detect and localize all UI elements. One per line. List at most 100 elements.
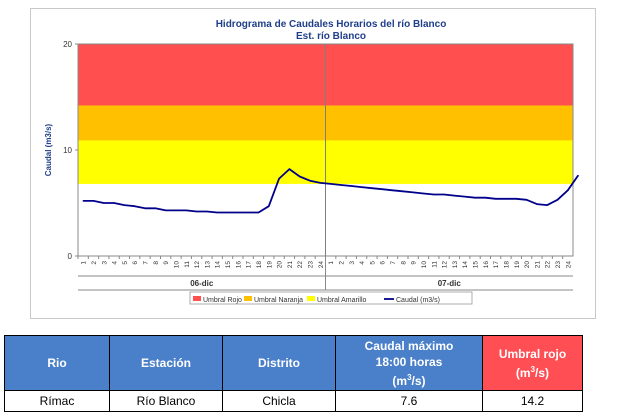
series-point [536,203,538,205]
series-point [288,168,291,170]
series-point [278,178,280,180]
legend-swatch [193,296,201,301]
legend-swatch [244,296,252,301]
x-tick-label: 8 [400,261,407,265]
cell-rio: Rímac [4,390,110,412]
stats-header-row: Rio Estación Distrito Caudal máximo 18:0… [4,335,583,391]
cell-distrito: Chicla [222,390,336,412]
series-point [330,183,332,185]
series-point [474,197,476,199]
x-tick-label: 19 [266,261,273,269]
header-umbral-unit-post: /s) [535,365,550,380]
series-point [371,187,373,189]
x-tick-label: 15 [473,261,480,269]
header-caudal-unit-pre: (m [392,373,408,388]
x-tick-label: 13 [204,261,211,269]
x-tick-label: 21 [534,261,541,269]
series-point [443,193,445,196]
header-umbral-rojo: Umbral rojo (m3/s) [482,335,583,391]
x-tick-label: 9 [163,261,170,265]
cell-caudal-maximo: 7.6 [335,390,483,412]
series-point [433,193,435,196]
header-caudal-maximo: Caudal máximo 18:00 horas (m3/s) [335,335,483,391]
x-tick-label: 12 [194,261,201,269]
x-tick-label: 10 [421,261,428,269]
x-tick-label: 22 [545,261,552,269]
series-point [154,207,156,209]
x-tick-label: 24 [565,261,572,269]
cell-umbral-rojo: 14.2 [482,390,583,412]
x-tick-label: 2 [338,261,345,265]
series-point [268,205,270,207]
x-tick-label: 18 [503,261,510,269]
x-tick-label: 17 [246,261,253,269]
header-umbral-line1: Umbral rojo [498,346,567,361]
x-tick-label: 10 [173,261,180,269]
series-point [515,198,517,200]
hydrograph-chart: Hidrograma de Caudales Horarios del río … [44,19,579,305]
legend-swatch [307,296,315,301]
x-tick-label: 23 [555,261,562,269]
series-point [299,175,301,178]
series-point [175,209,177,212]
x-tick-label: 12 [442,261,449,269]
header-rio: Rio [4,335,110,391]
legend-label: Caudal (m3/s) [396,297,440,304]
series-point [226,211,229,214]
series-point [412,191,414,193]
x-tick-label: 17 [493,261,500,269]
x-tick-label: 19 [514,261,521,269]
x-tick-label: 13 [452,261,459,269]
series-point [195,210,198,213]
series-point [505,198,507,200]
series-point [546,204,548,206]
x-tick-label: 24 [318,261,325,269]
series-point [206,210,208,213]
series-point [577,174,579,177]
x-tick-label: 20 [524,261,531,269]
series-point [422,192,425,195]
x-tick-label: 15 [225,261,232,269]
y-tick-label: 0 [68,252,73,261]
legend-box [189,291,473,305]
x-tick-label: 11 [431,261,438,268]
legend-label: Umbral Amarillo [317,297,367,304]
series-point [185,209,187,212]
x-tick-label: 1 [81,261,88,265]
header-umbral-unit-sup: 3 [530,364,536,374]
series-point [144,207,146,209]
x-tick-label: 6 [132,261,139,265]
chart-title: Hidrograma de Caudales Horarios del río … [216,19,447,30]
header-distrito: Distrito [222,335,336,391]
x-tick-label: 7 [390,261,397,265]
series-point [82,200,84,202]
x-tick-label: 20 [277,261,284,269]
x-tick-label: 8 [153,261,160,265]
series-point [340,184,342,186]
series-point [556,199,559,201]
series-point [309,180,311,182]
x-tick-label: 5 [369,261,376,265]
x-tick-label: 18 [256,261,263,269]
chart-subtitle: Est. río Blanco [296,31,366,42]
x-tick-label: 4 [359,261,366,265]
series-point [319,182,321,184]
x-tick-label: 14 [215,261,222,269]
header-estacion: Estación [109,335,223,391]
header-caudal-unit-sup: 3 [407,372,412,382]
series-point [92,200,95,202]
series-point [123,204,126,206]
x-tick-label: 16 [235,261,242,269]
x-tick-label: 16 [483,261,490,269]
x-tick-label: 2 [91,261,98,265]
day-label: 07-dic [438,279,462,288]
series-point [350,185,352,187]
series-point [103,202,105,204]
x-tick-label: 3 [349,261,356,265]
x-tick-label: 9 [411,261,418,265]
series-point [216,211,218,214]
x-tick-label: 4 [112,261,119,265]
x-tick-label: 6 [380,261,387,265]
y-axis-label: Caudal (m3/s) [44,123,53,176]
series-point [134,205,136,207]
